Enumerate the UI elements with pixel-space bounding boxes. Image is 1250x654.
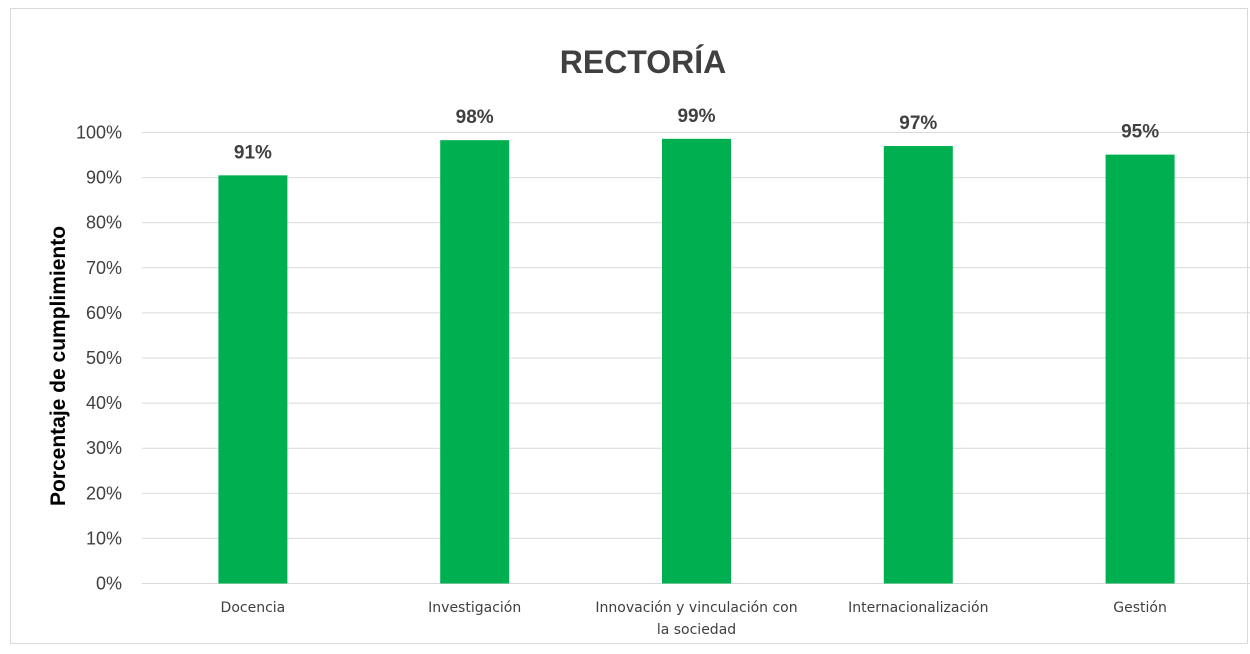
y-tick-label: 50% [86, 348, 122, 368]
bars [218, 138, 1175, 584]
bar-chart: RECTORÍA Porcentaje de cumplimiento 0% 10… [47, 44, 1250, 638]
bar [440, 140, 510, 584]
y-tick-label: 90% [86, 168, 122, 188]
bar [883, 146, 953, 584]
y-tick-label: 0% [96, 574, 122, 594]
data-label: 95% [1121, 122, 1159, 143]
bar [662, 138, 731, 584]
data-label: 91% [234, 142, 272, 163]
y-tick-labels: 0% 10% 20% 30% 40% 50% 60% 70% 80% 90% 100% [76, 123, 122, 594]
bar [218, 175, 288, 584]
y-tick-label: 80% [86, 213, 122, 233]
data-labels: 91% 98% 99% 97% 95% [234, 106, 1159, 164]
data-label: 97% [899, 113, 937, 134]
x-tick-label: Innovación y vinculación con la sociedad [595, 600, 797, 638]
x-tick-label: Investigación [428, 600, 521, 616]
y-tick-label: 100% [76, 123, 122, 143]
y-tick-label: 30% [86, 438, 122, 458]
x-tick-label: Gestión [1113, 600, 1167, 616]
y-tick-label: 40% [86, 393, 122, 413]
y-tick-label: 60% [86, 303, 122, 323]
x-tick-labels: Docencia Investigación Innovación y vincul… [221, 600, 1167, 638]
data-label: 98% [456, 107, 494, 128]
chart-frame: RECTORÍA Porcentaje de cumplimiento 0% 10… [10, 8, 1250, 644]
y-tick-label: 20% [86, 483, 122, 503]
bar [1105, 154, 1175, 584]
y-axis-label: Porcentaje de cumplimiento [47, 226, 70, 506]
data-label: 99% [677, 106, 715, 127]
chart-title: RECTORÍA [560, 44, 727, 80]
y-tick-label: 10% [86, 528, 122, 548]
x-tick-label: Internacionalización [848, 600, 988, 616]
y-tick-label: 70% [86, 258, 122, 278]
x-tick-label: Docencia [221, 600, 286, 616]
